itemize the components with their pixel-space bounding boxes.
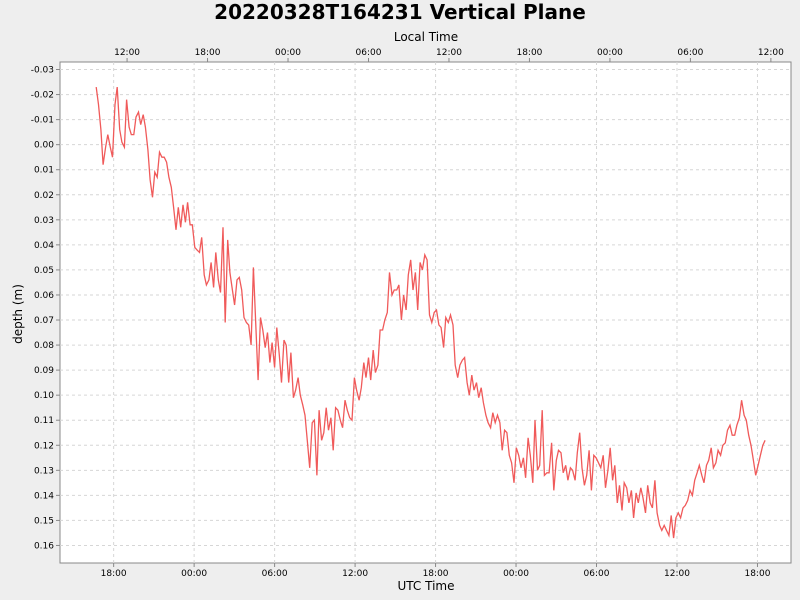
y-tick-label: 0.16 (34, 541, 54, 551)
y-axis-label: depth (m) (11, 284, 25, 344)
x-tick-label: 12:00 (342, 569, 368, 579)
x2-tick-label: 12:00 (114, 48, 140, 58)
y-tick-label: 0.11 (34, 416, 54, 426)
y-tick-label: 0.03 (34, 216, 54, 226)
x-axis-label: UTC Time (398, 579, 455, 593)
chart-title: 20220328T164231 Vertical Plane (214, 0, 586, 24)
y-tick-label: 0.04 (34, 241, 54, 251)
x2-tick-label: 12:00 (758, 48, 784, 58)
x2-tick-label: 06:00 (356, 48, 382, 58)
plot-area (59, 61, 792, 564)
x2-tick-label: 18:00 (195, 48, 221, 58)
y-tick-label: 0.01 (34, 166, 54, 176)
y-tick-label: 0.02 (34, 191, 54, 201)
y-tick-label: 0.06 (34, 291, 54, 301)
y-tick-label: -0.01 (31, 116, 54, 126)
x2-tick-label: 00:00 (597, 48, 623, 58)
x-tick-label: 12:00 (664, 569, 690, 579)
axis-ticks: -0.03 -0.02 -0.01 0.00 0.01 0.02 0.03 0.04 0.05 0… (31, 48, 784, 579)
x-tick-label: 06:00 (262, 569, 288, 579)
x-tick-label: 18:00 (423, 569, 449, 579)
x2-tick-label: 00:00 (275, 48, 301, 58)
depth-series-line (95, 87, 766, 539)
y-tick-label: 0.07 (34, 316, 54, 326)
x2-tick-label: 12:00 (436, 48, 462, 58)
y-tick-label: 0.00 (34, 141, 54, 151)
x-tick-label: 18:00 (744, 569, 770, 579)
x2-tick-label: 06:00 (677, 48, 703, 58)
y-tick-label: 0.10 (34, 391, 54, 401)
x-tick-label: 18:00 (101, 569, 127, 579)
y-tick-label: 0.14 (34, 491, 54, 501)
x-tick-label: 00:00 (503, 569, 529, 579)
y-tick-label: 0.12 (34, 441, 54, 451)
y-tick-label: 0.15 (34, 516, 54, 526)
y-tick-label: -0.02 (31, 91, 54, 101)
x-tick-label: 00:00 (181, 569, 207, 579)
y-tick-label: 0.05 (34, 266, 54, 276)
x2-axis-label: Local Time (394, 30, 458, 44)
y-tick-label: 0.09 (34, 366, 54, 376)
y-tick-label: -0.03 (31, 66, 54, 76)
x-tick-label: 06:00 (584, 569, 610, 579)
x2-tick-label: 18:00 (516, 48, 542, 58)
y-tick-label: 0.13 (34, 466, 54, 476)
y-tick-label: 0.08 (34, 341, 54, 351)
